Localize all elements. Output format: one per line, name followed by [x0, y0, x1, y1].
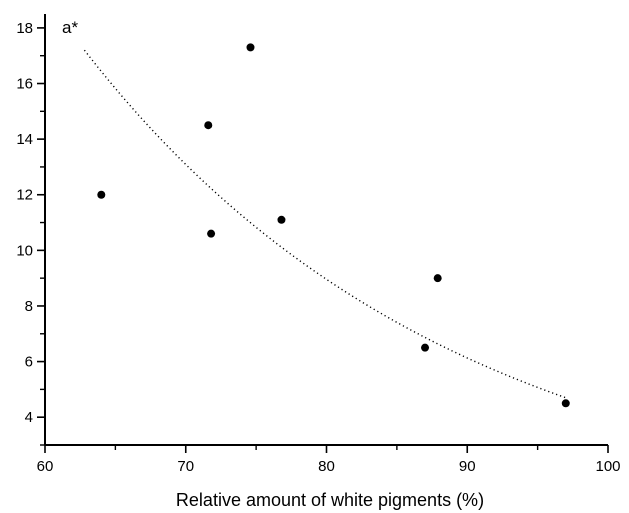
x-tick-label: 100	[595, 458, 620, 475]
tick-marks	[37, 27, 609, 453]
trend-line	[83, 49, 567, 399]
data-point	[207, 229, 216, 238]
x-tick-label: 70	[177, 458, 194, 475]
x-tick-label: 60	[37, 458, 54, 475]
y-tick-label: 10	[16, 242, 33, 259]
y-tick-label: 14	[16, 131, 33, 148]
data-point	[561, 399, 570, 408]
data-points	[97, 43, 570, 408]
x-tick-label: 80	[318, 458, 335, 475]
y-tick-label: 12	[16, 187, 33, 204]
y-tick-label: 4	[25, 409, 33, 426]
data-point	[277, 215, 286, 224]
y-tick-label: 8	[25, 298, 33, 315]
tick-labels: 60 70 80 90 100 4 6 8 10 12 14 16 18	[16, 20, 620, 475]
x-axis-label: Relative amount of white pigments (%)	[176, 490, 484, 510]
data-point	[421, 343, 430, 352]
axes	[44, 14, 608, 446]
x-tick-label: 90	[459, 458, 476, 475]
y-tick-label: 16	[16, 76, 33, 93]
data-point	[204, 121, 213, 130]
data-point	[246, 43, 255, 52]
y-tick-label: 18	[16, 20, 33, 37]
y-axis-label: a*	[62, 18, 78, 37]
y-tick-label: 6	[25, 354, 33, 371]
data-point	[433, 274, 442, 283]
data-point	[97, 190, 106, 199]
